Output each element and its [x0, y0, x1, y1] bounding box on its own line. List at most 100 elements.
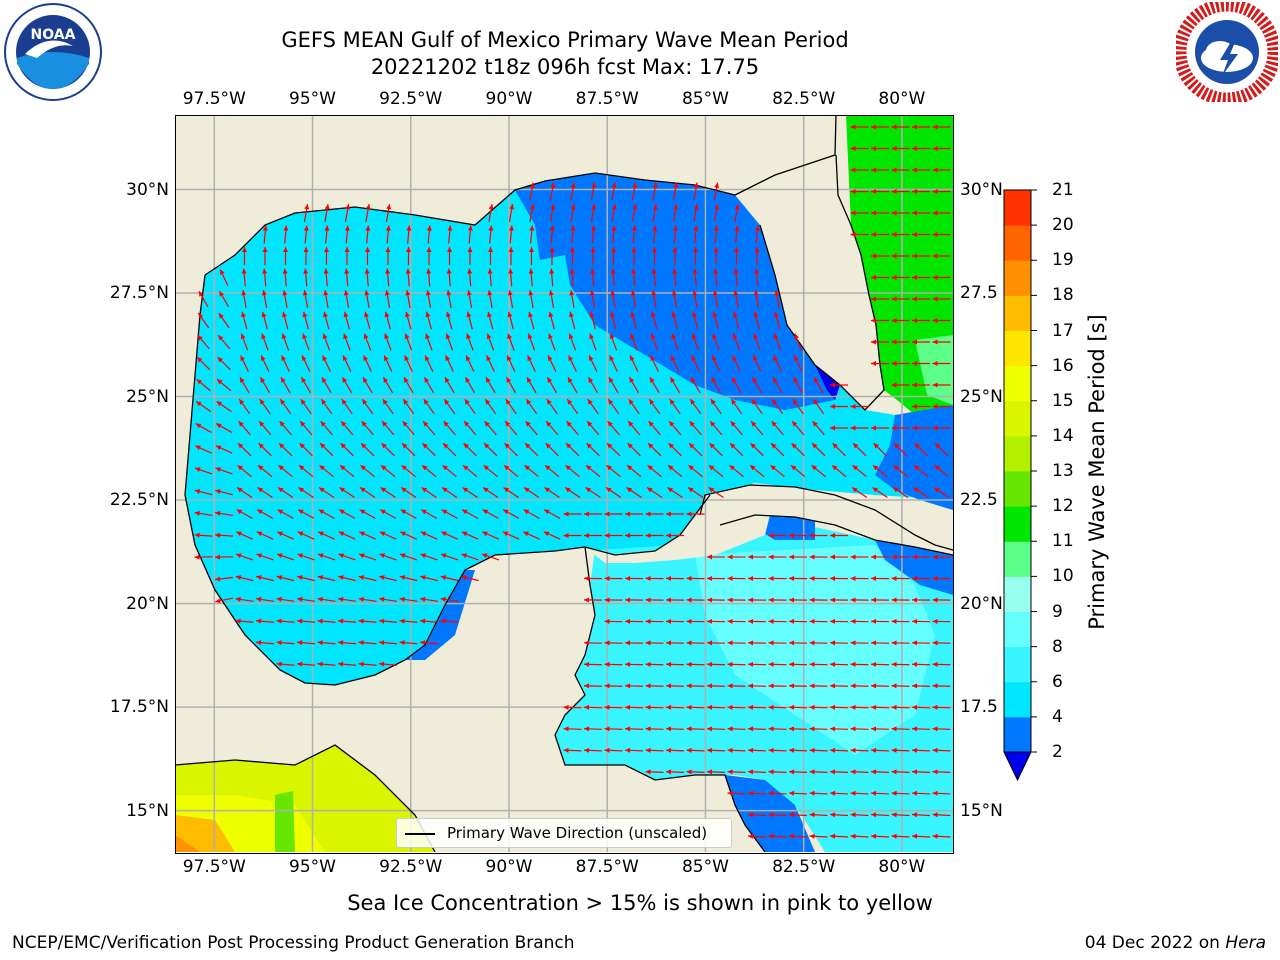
wave-arrow-head [714, 204, 720, 210]
wave-arrow-head [321, 377, 327, 383]
wave-arrow-head [733, 268, 739, 274]
wave-arrow-head [384, 355, 389, 361]
wave-arrow-head [809, 769, 815, 775]
wave-arrow-head [727, 575, 733, 581]
wave-arrow-head [344, 268, 350, 274]
wave-arrow-head [488, 204, 494, 210]
wave-arrow-head [584, 597, 590, 603]
wave-arrow-head [871, 339, 876, 345]
wave-arrow-head [528, 311, 533, 318]
wave-arrow-head [912, 318, 917, 323]
wave-arrow-head [276, 553, 283, 559]
wave-arrow-head [727, 618, 733, 624]
wave-arrow-head [707, 704, 713, 710]
wave-arrow-head [645, 704, 651, 710]
wave-arrow-head [630, 290, 636, 296]
wave-arrow-head [198, 313, 204, 319]
wave-arrow-head [871, 812, 877, 818]
wave-arrow-head [379, 596, 385, 602]
wave-arrow-head [237, 465, 243, 471]
wave-arrow-head [871, 790, 877, 796]
lat-tick-left: 20°N [126, 593, 169, 614]
lon-tick-top: 95°W [289, 89, 336, 109]
wave-arrow-head [793, 377, 799, 383]
wave-arrow-head [629, 377, 635, 383]
wave-arrow-head [789, 661, 795, 667]
wave-arrow-head [463, 443, 469, 449]
wave-arrow-head [297, 596, 303, 602]
wave-arrow-head [486, 355, 492, 361]
lat-tick-left: 27.5°N [109, 283, 169, 304]
wave-arrow-head [770, 465, 776, 471]
wave-arrow-head [850, 640, 856, 646]
wave-arrow-head [399, 618, 405, 624]
wave-arrow-head [445, 355, 451, 361]
wave-arrow-head [630, 333, 635, 340]
wave-arrow-head [871, 618, 877, 624]
lon-tick-bottom: 80°W [878, 857, 926, 877]
wave-arrow-head [711, 377, 717, 383]
wave-arrow-head [850, 210, 856, 216]
wave-arrow-head [768, 833, 774, 839]
wave-arrow-head [609, 355, 615, 361]
wave-arrow-head [604, 575, 610, 581]
wave-arrow-head [731, 377, 737, 383]
wave-arrow-head [216, 423, 222, 429]
wave-arrow-head [587, 421, 593, 427]
wave-arrow-head [239, 399, 245, 405]
wave-arrow-head [932, 318, 938, 323]
wave-arrow-head [789, 554, 795, 560]
wave-arrow-head [850, 575, 856, 581]
wave-arrow-head [690, 377, 696, 383]
wave-arrow-head [727, 704, 733, 710]
wave-arrow-head [302, 311, 308, 318]
lon-tick-bottom: 82.5°W [772, 857, 836, 877]
wave-arrow-head [508, 247, 514, 253]
wave-arrow-head [358, 640, 364, 646]
wave-arrow-head [281, 333, 287, 340]
wave-arrow-head [385, 247, 391, 253]
wave-arrow-head [461, 531, 468, 537]
wave-arrow-head [891, 124, 897, 130]
wave-arrow-head [686, 511, 692, 517]
wave-arrow-head [584, 640, 590, 646]
wave-arrow-head [466, 311, 472, 318]
wave-arrow-head [768, 661, 774, 667]
wave-arrow-head [667, 487, 674, 493]
lon-tick-top: 80°W [878, 89, 926, 109]
wave-arrow-head [912, 167, 917, 173]
wave-arrow-head [891, 425, 897, 431]
wave-arrow-head [548, 333, 553, 340]
wave-arrow-head [789, 833, 795, 839]
wave-arrow-head [830, 575, 836, 581]
wave-arrow-head [563, 726, 569, 732]
wave-arrow-head [830, 404, 835, 409]
wave-arrow-head [590, 247, 596, 253]
wave-arrow-head [569, 268, 575, 274]
wave-arrow-head [871, 210, 876, 216]
wave-arrow-head [386, 204, 392, 210]
wave-arrow-head [932, 554, 938, 560]
wave-arrow-head [300, 421, 306, 427]
wave-arrow-head [282, 268, 288, 274]
wave-arrow-head [441, 509, 448, 515]
wave-arrow-head [277, 509, 284, 515]
wave-arrow-head [426, 247, 432, 253]
wave-arrow-head [809, 618, 815, 624]
wave-arrow-head [257, 487, 264, 493]
wave-arrow-head [693, 204, 699, 210]
wave-arrow-head [727, 661, 733, 667]
wave-arrow-head [257, 509, 263, 515]
wave-arrow-head [339, 509, 345, 515]
colorbar-segment [1004, 541, 1031, 577]
wave-arrow-head [604, 511, 610, 517]
wave-arrow-head [871, 189, 876, 194]
wave-arrow-head [482, 509, 489, 515]
wave-arrow-head [317, 640, 323, 646]
wave-arrow-head [932, 210, 938, 216]
wave-arrow-head [358, 596, 364, 602]
colorbar-segment [1004, 576, 1031, 612]
wave-arrow-head [235, 553, 242, 559]
wave-arrow-head [891, 339, 897, 345]
wave-arrow-head [627, 465, 633, 471]
